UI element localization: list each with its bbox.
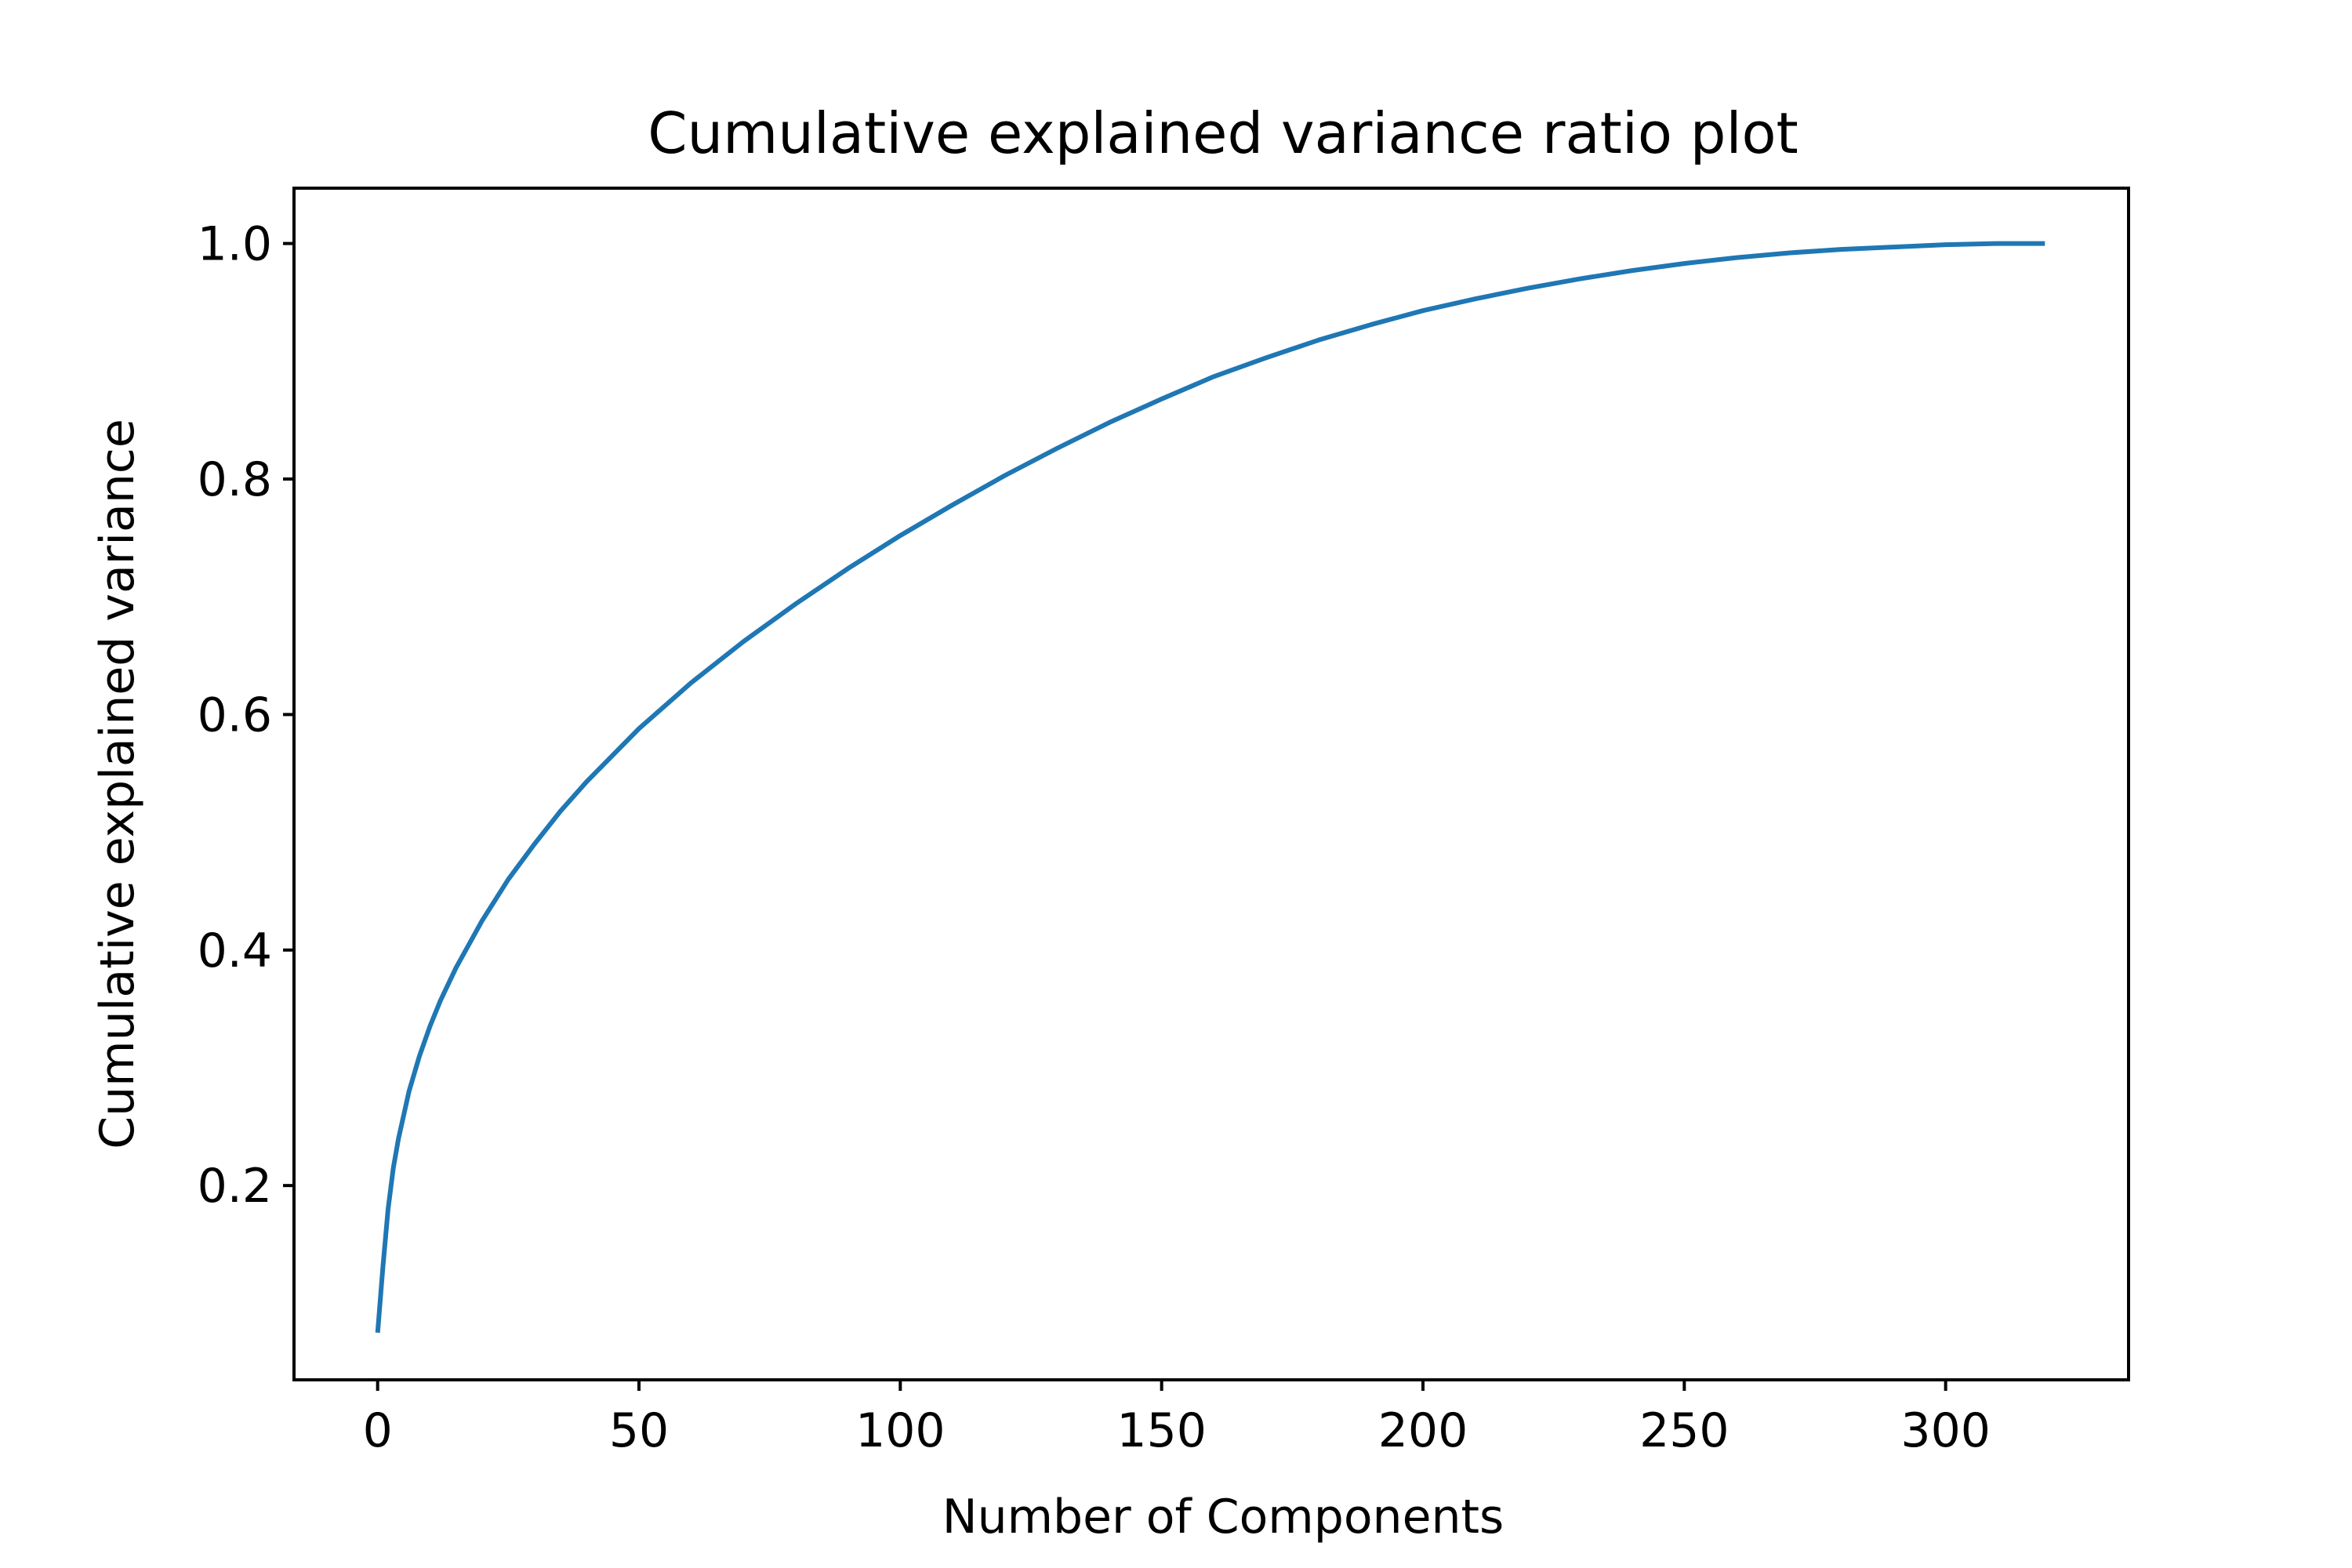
series-line-0 bbox=[375, 241, 2045, 1334]
y-axis-label: Cumulative explained variance bbox=[90, 419, 145, 1149]
x-tick-label: 200 bbox=[1378, 1403, 1468, 1458]
x-tick-label: 150 bbox=[1116, 1403, 1207, 1458]
x-tick-label: 0 bbox=[363, 1403, 393, 1458]
x-axis-label: Number of Components bbox=[942, 1490, 1504, 1544]
axes-frame bbox=[292, 187, 2130, 1381]
x-tick-label: 100 bbox=[855, 1403, 946, 1458]
y-tick-label: 0.4 bbox=[198, 924, 272, 978]
x-tick-label: 250 bbox=[1639, 1403, 1730, 1458]
plot-area bbox=[375, 241, 2045, 1334]
y-axis: 0.2 0.4 0.6 0.8 1.0 bbox=[198, 217, 294, 1214]
y-tick-label: 0.2 bbox=[198, 1159, 272, 1214]
y-tick-label: 0.6 bbox=[198, 688, 272, 742]
x-tick-label: 300 bbox=[1900, 1403, 1991, 1458]
x-axis: 0 50 100 150 200 250 300 bbox=[363, 1380, 1991, 1458]
chart-title: Cumulative explained variance ratio plot bbox=[648, 100, 1798, 166]
y-tick-label: 0.8 bbox=[198, 452, 272, 507]
y-tick-label: 1.0 bbox=[198, 217, 272, 272]
x-tick-label: 50 bbox=[609, 1403, 669, 1458]
